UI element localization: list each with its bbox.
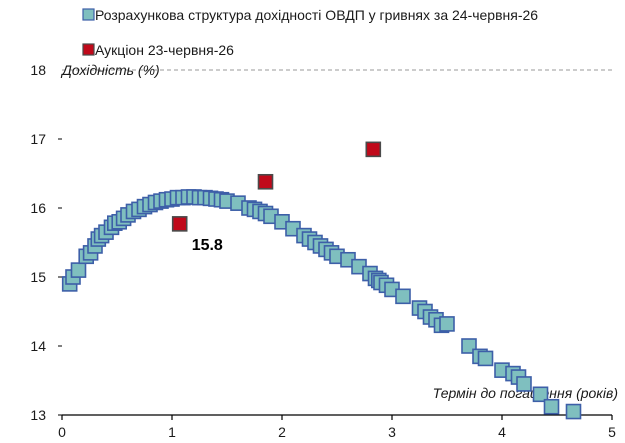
y-tick-label: 14 (30, 338, 46, 354)
legend-swatch-auction (82, 43, 95, 56)
legend-swatch-curve (82, 8, 95, 21)
curve-point (543, 398, 560, 415)
y-tick-label: 13 (30, 407, 46, 423)
curve-point (477, 350, 494, 367)
x-tick-label: 0 (58, 424, 66, 440)
x-axis: 0 1 2 3 4 5 (58, 414, 616, 440)
auction-point (365, 141, 382, 158)
curve-point (439, 316, 455, 332)
series-yield-curve (61, 189, 582, 420)
data-label: 15.8 (192, 237, 223, 254)
legend-label-curve: Розрахункова структура дохідності ОВДП у… (95, 7, 538, 23)
x-tick-label: 2 (278, 424, 286, 440)
y-tick-label: 16 (30, 200, 46, 216)
curve-point (395, 288, 411, 305)
auction-point (171, 216, 188, 232)
curve-point (565, 403, 582, 420)
curve-point (516, 376, 532, 392)
x-axis-title: Термін до погашення (років) (433, 385, 618, 401)
annotations: 15.8 (192, 237, 223, 254)
auction-point (257, 173, 274, 190)
x-tick-label: 4 (498, 424, 506, 440)
x-tick-label: 5 (608, 424, 616, 440)
x-tick-label: 3 (388, 424, 396, 440)
curve-point (70, 262, 87, 278)
y-tick-labels: 13 14 15 16 17 18 (30, 62, 62, 423)
y-tick-label: 15 (30, 269, 46, 285)
y-tick-label: 17 (30, 131, 46, 147)
legend: Розрахункова структура дохідності ОВДП у… (82, 7, 538, 58)
series-auction (171, 141, 382, 232)
x-tick-label: 1 (168, 424, 176, 440)
legend-label-auction: Аукціон 23-червня-26 (95, 42, 234, 58)
y-axis-title: Дохідність (%) (60, 62, 160, 78)
curve-point (532, 386, 549, 403)
y-tick-label: 18 (30, 62, 46, 78)
